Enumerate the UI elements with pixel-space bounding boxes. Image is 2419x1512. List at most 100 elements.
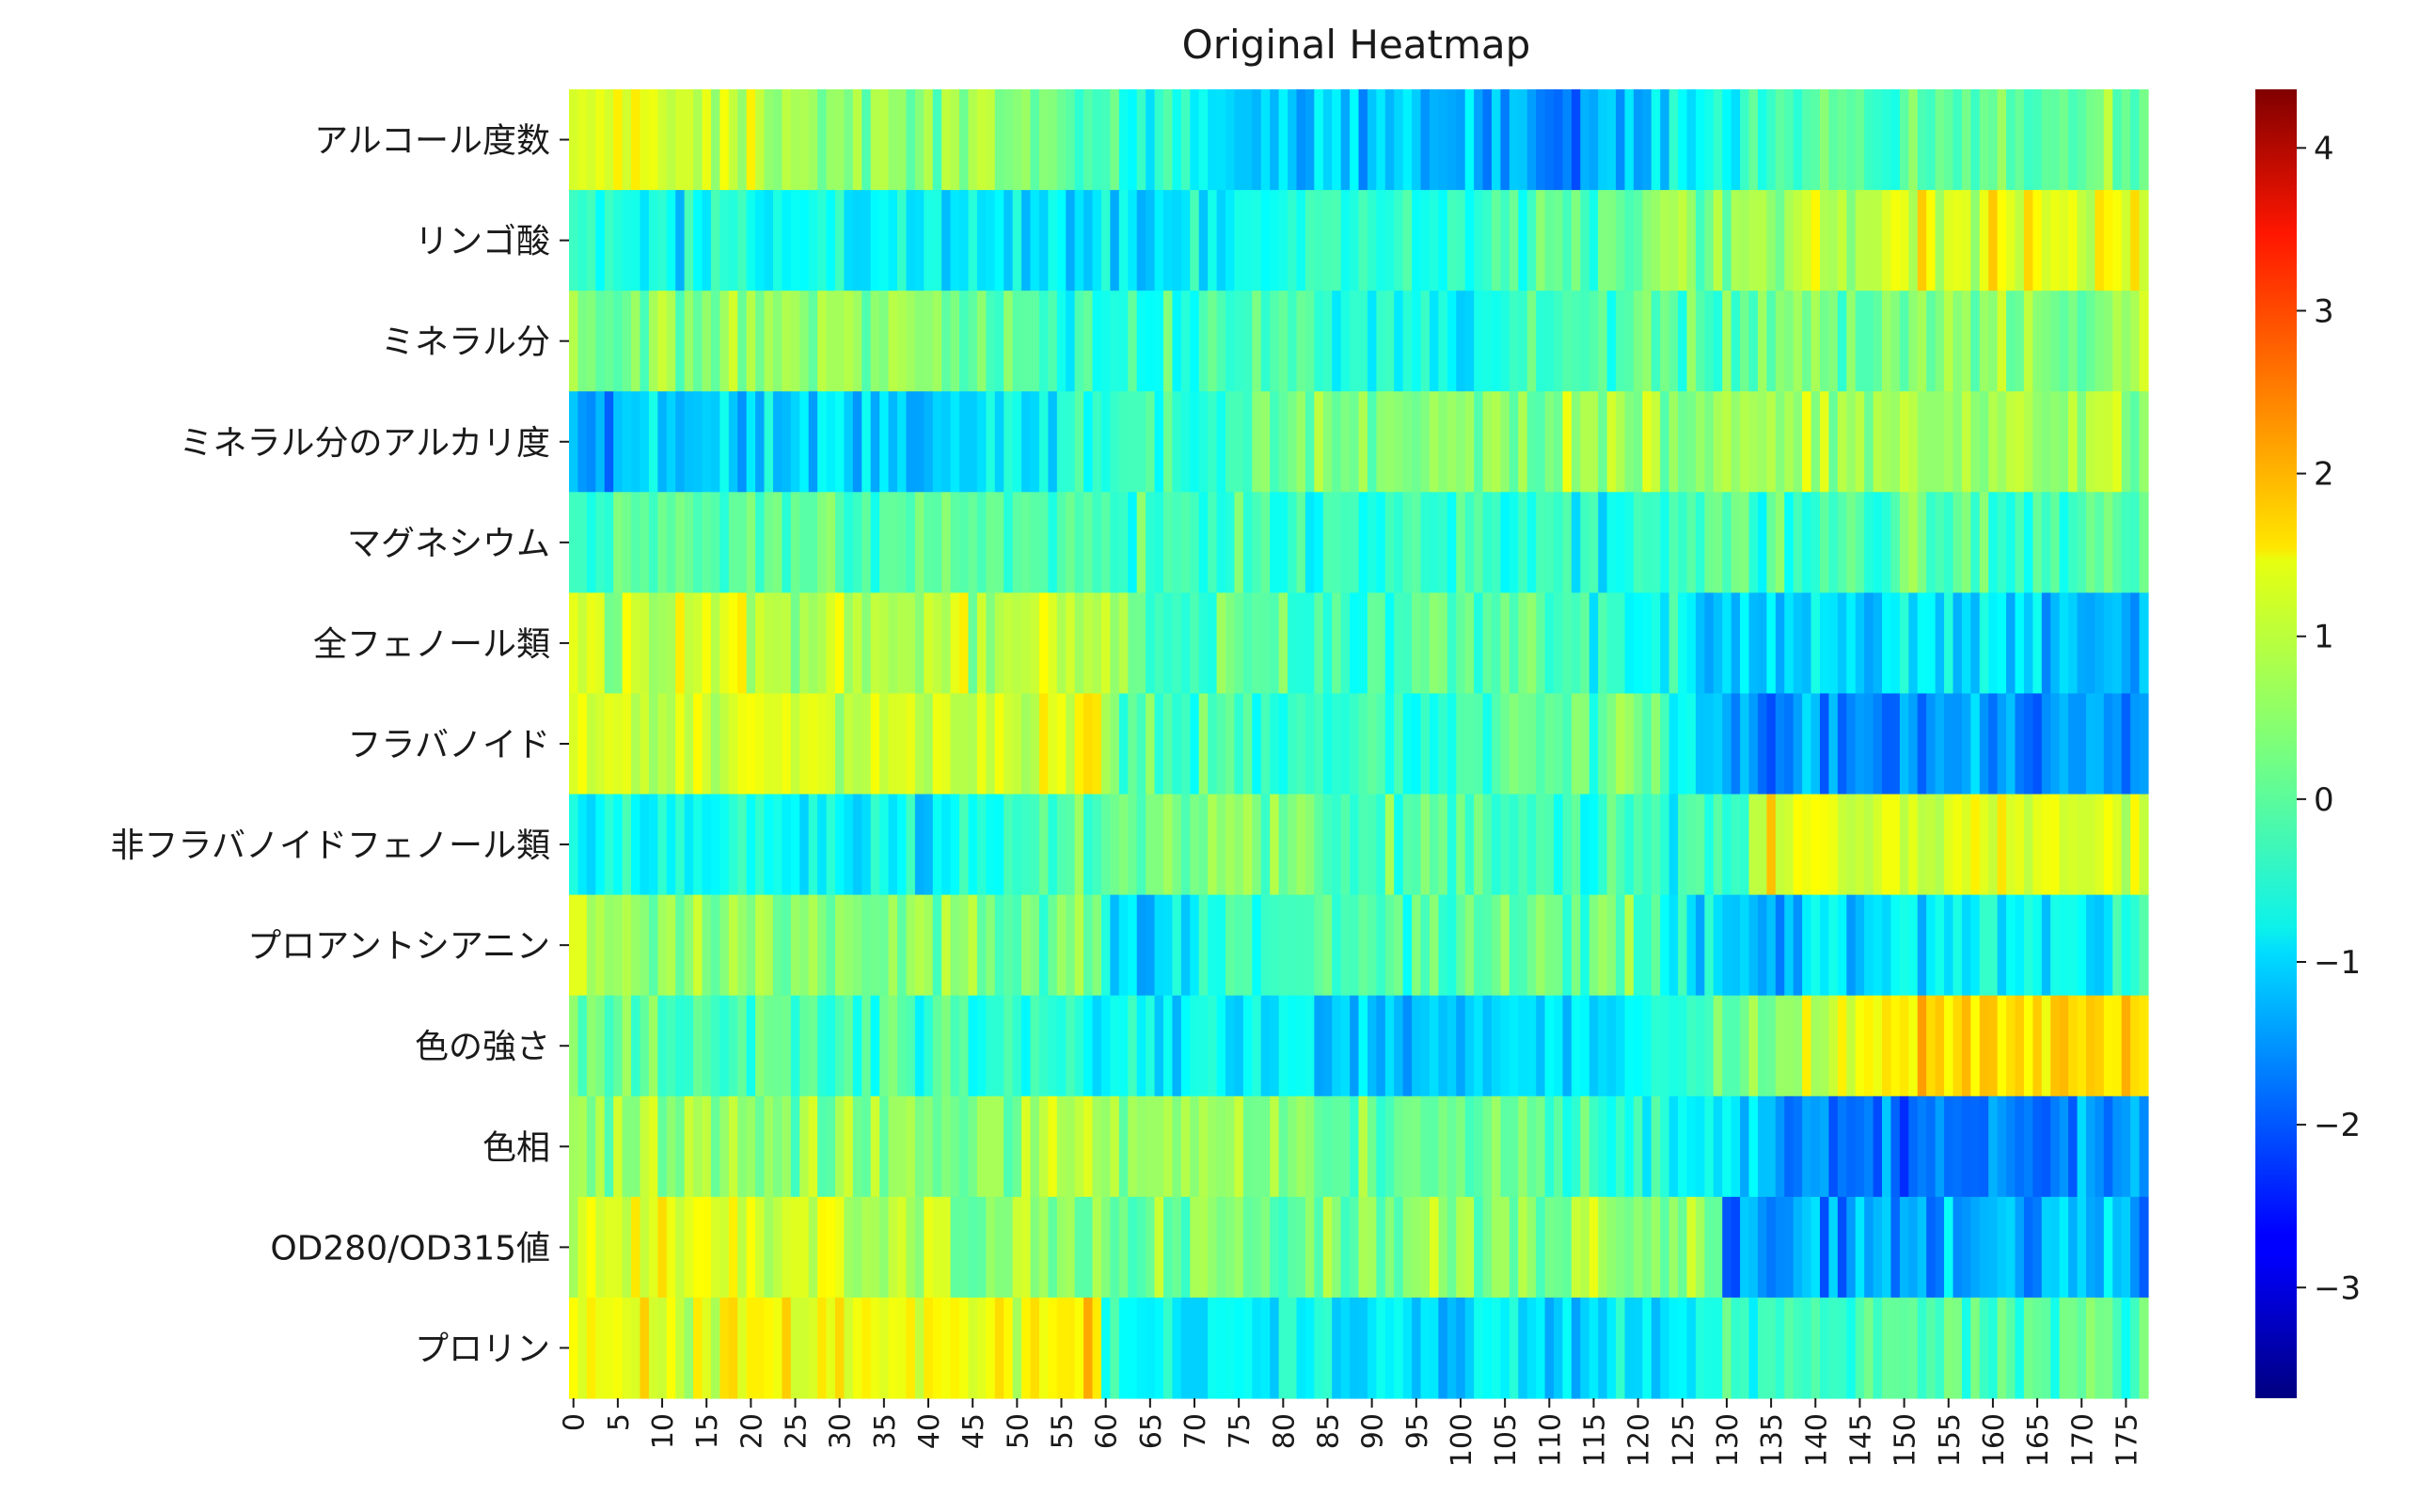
heatmap-cell	[764, 492, 774, 593]
heatmap-cell	[1242, 291, 1253, 392]
heatmap-cell	[1038, 391, 1049, 493]
heatmap-cell	[1180, 492, 1191, 593]
heatmap-cell	[1420, 1196, 1431, 1299]
heatmap-cell	[1526, 190, 1537, 291]
heatmap-cell	[959, 794, 970, 896]
heatmap-cell	[1713, 1095, 1723, 1198]
heatmap-cell	[1837, 1297, 1847, 1399]
heatmap-cell	[1704, 1095, 1715, 1198]
heatmap-cell	[888, 190, 898, 291]
heatmap-cell	[2139, 894, 2149, 997]
heatmap-cell	[1358, 794, 1368, 896]
heatmap-cell	[577, 89, 588, 191]
heatmap-cell	[1118, 592, 1129, 695]
heatmap-cell	[1704, 391, 1715, 493]
heatmap-cell	[1118, 190, 1129, 291]
heatmap-cell	[906, 1196, 916, 1299]
heatmap-cell	[1083, 894, 1094, 997]
heatmap-cell	[808, 291, 818, 392]
heatmap-cell	[1491, 291, 1502, 392]
heatmap-cell	[1598, 794, 1608, 896]
heatmap-cell	[1350, 1297, 1360, 1399]
heatmap-cell	[1562, 391, 1573, 493]
heatmap-cell	[1961, 492, 1971, 593]
heatmap-cell	[604, 492, 614, 593]
heatmap-cell	[1518, 1095, 1528, 1198]
heatmap-cell	[1757, 190, 1767, 291]
heatmap-cell	[1332, 291, 1342, 392]
heatmap-cell	[2032, 391, 2043, 493]
heatmap-cell	[1970, 794, 1981, 896]
heatmap-cell	[2139, 291, 2149, 392]
heatmap-cell	[2121, 190, 2131, 291]
heatmap-cell	[1633, 190, 1643, 291]
heatmap-cell	[1278, 391, 1289, 493]
heatmap-cell	[1864, 693, 1874, 795]
heatmap-cell	[941, 1196, 952, 1299]
heatmap-cell	[640, 89, 650, 191]
heatmap-cell	[1970, 592, 1981, 695]
heatmap-cell	[1296, 1196, 1306, 1299]
heatmap-cell	[755, 391, 766, 493]
heatmap-cell	[631, 1095, 641, 1198]
heatmap-cell	[1979, 190, 1989, 291]
heatmap-cell	[755, 291, 766, 392]
heatmap-cell	[737, 1095, 748, 1198]
heatmap-cell	[1544, 190, 1555, 291]
heatmap-cell	[569, 1095, 579, 1198]
heatmap-cell	[1668, 391, 1679, 493]
heatmap-cell	[1784, 794, 1794, 896]
heatmap-cell	[2130, 391, 2141, 493]
heatmap-cell	[2006, 1095, 2016, 1198]
heatmap-cell	[1030, 995, 1040, 1097]
heatmap-cell	[1882, 995, 1892, 1097]
heatmap-cell	[1766, 1095, 1777, 1198]
heatmap-cell	[1198, 291, 1209, 392]
heatmap-cell	[577, 1196, 588, 1299]
heatmap-cell	[772, 894, 783, 997]
heatmap-cell	[1208, 693, 1218, 795]
heatmap-cell	[1536, 1095, 1546, 1198]
heatmap-cell	[941, 894, 952, 997]
heatmap-cell	[1358, 89, 1368, 191]
heatmap-cell	[1642, 693, 1652, 795]
heatmap-cell	[577, 894, 588, 997]
colorbar-tick-label: 1	[2314, 619, 2334, 656]
heatmap-cell	[1518, 391, 1528, 493]
heatmap-cell	[1128, 89, 1138, 191]
heatmap-cell	[2015, 291, 2025, 392]
heatmap-cell	[1997, 291, 2007, 392]
heatmap-cell	[1154, 291, 1164, 392]
heatmap-cell	[719, 89, 730, 191]
heatmap-cell	[2130, 89, 2141, 191]
heatmap-cell	[1464, 1196, 1475, 1299]
heatmap-cell	[1340, 592, 1351, 695]
row-label: リンゴ酸	[415, 223, 550, 261]
heatmap-cell	[1482, 995, 1493, 1097]
heatmap-cell	[1270, 592, 1280, 695]
heatmap-cell	[1580, 391, 1590, 493]
heatmap-cell	[1784, 995, 1794, 1097]
heatmap-cell	[1100, 592, 1111, 695]
heatmap-cell	[1225, 492, 1236, 593]
heatmap-cell	[1651, 291, 1661, 392]
heatmap-cell	[1021, 995, 1032, 1097]
heatmap-cell	[1340, 894, 1351, 997]
heatmap-cell	[1908, 492, 1919, 593]
heatmap-cell	[959, 592, 970, 695]
heatmap-cell	[1322, 995, 1333, 1097]
heatmap-cell	[577, 592, 588, 695]
heatmap-cell	[2032, 592, 2043, 695]
heatmap-cell	[1544, 89, 1555, 191]
heatmap-cell	[1890, 894, 1901, 997]
heatmap-cell	[1482, 291, 1493, 392]
x-tick-label: 5	[603, 1413, 636, 1431]
heatmap-cell	[640, 693, 650, 795]
heatmap-cell	[826, 1196, 836, 1299]
heatmap-cell	[1056, 89, 1067, 191]
heatmap-cell	[648, 492, 658, 593]
heatmap-cell	[1713, 391, 1723, 493]
heatmap-cell	[1757, 492, 1767, 593]
heatmap-cell	[2130, 693, 2141, 795]
heatmap-cell	[1464, 1095, 1475, 1198]
